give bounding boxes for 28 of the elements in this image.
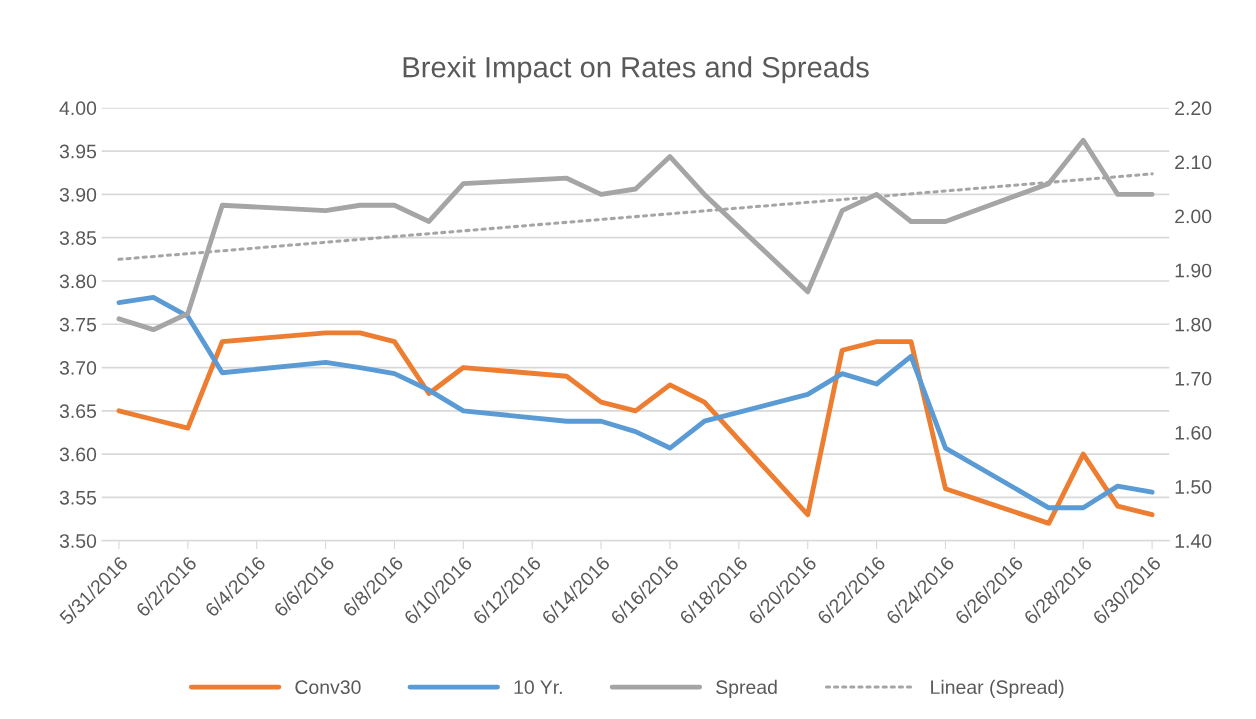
line-series [116,295,1155,511]
y-tick-label: 3.50 [59,534,97,548]
y-tick-label: 4.00 [59,101,97,116]
y-tick-label: 3.60 [59,447,97,462]
y-tick-label: 3.75 [59,317,97,332]
y-tick-label: 3.55 [59,490,97,505]
y2-tick-label: 1.60 [1175,425,1212,440]
chart-title: Brexit Impact on Rates and Spreads [403,56,869,84]
y2-tick-label: 1.70 [1175,371,1212,386]
y-tick-label: 3.65 [59,404,97,419]
y2-tick-label: 1.80 [1175,317,1212,332]
y-tick-label: 3.80 [59,274,97,289]
y2-tick-label: 2.20 [1175,101,1212,116]
legend-label: 10 Yr. [514,680,562,695]
line-series [116,137,1155,333]
y2-tick-label: 1.50 [1175,480,1212,494]
y-tick-label: 3.85 [59,231,97,245]
legend-label: Conv30 [295,680,361,695]
y2-tick-label: 2.10 [1175,155,1212,170]
legend-label: Spread [716,679,777,698]
line-series [116,330,1155,526]
y-tick-label: 3.70 [59,361,97,375]
y-tick-label: 3.95 [59,144,97,159]
y2-tick-label: 1.40 [1175,534,1212,548]
legend-label: Linear (Spread) [931,679,1064,698]
y2-tick-label: 1.90 [1175,263,1212,278]
y2-tick-label: 2.00 [1175,209,1212,224]
y-tick-label: 3.90 [59,187,97,202]
